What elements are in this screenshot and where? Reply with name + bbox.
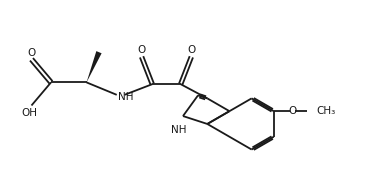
Text: CH₃: CH₃ bbox=[317, 106, 336, 116]
Text: O: O bbox=[288, 106, 297, 116]
Text: NH: NH bbox=[118, 92, 133, 102]
Polygon shape bbox=[87, 51, 102, 82]
Text: O: O bbox=[28, 48, 36, 58]
Text: OH: OH bbox=[22, 108, 38, 118]
Text: O: O bbox=[187, 45, 195, 55]
Text: O: O bbox=[138, 45, 146, 55]
Text: NH: NH bbox=[171, 125, 186, 135]
